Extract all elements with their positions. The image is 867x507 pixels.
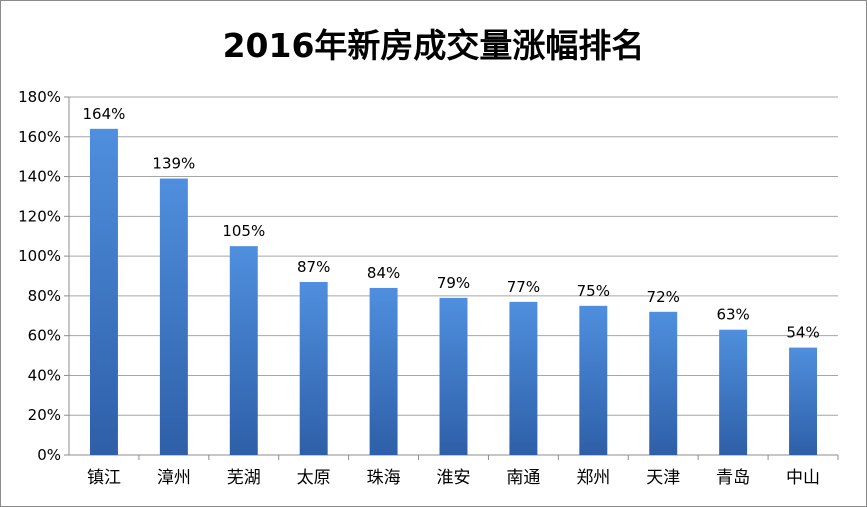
category-label: 珠海 (367, 468, 401, 488)
bar (89, 128, 118, 456)
data-label: 84% (367, 264, 400, 282)
bar (649, 311, 678, 455)
y-tick-label: 0% (37, 446, 61, 464)
category-label: 镇江 (87, 468, 121, 488)
bars (89, 128, 818, 456)
y-tick-label: 160% (18, 128, 61, 146)
data-label: 72% (647, 288, 680, 306)
bar (719, 329, 748, 455)
data-label: 139% (152, 155, 195, 173)
y-tick-label: 180% (18, 88, 61, 106)
y-tick-label: 20% (28, 406, 61, 424)
y-tick-label: 80% (28, 287, 61, 305)
bar (159, 178, 188, 456)
bar (509, 301, 538, 455)
data-label: 79% (437, 274, 470, 292)
bar (229, 246, 258, 455)
bar (299, 281, 328, 455)
y-tick-label: 40% (28, 366, 61, 384)
data-label: 54% (786, 324, 819, 342)
category-label: 漳州 (157, 468, 191, 488)
y-tick-label: 60% (28, 327, 61, 345)
data-label: 63% (716, 306, 749, 324)
bar (439, 297, 468, 455)
category-label: 天津 (646, 468, 680, 488)
category-label: 南通 (506, 468, 540, 488)
y-tick-label: 100% (18, 247, 61, 265)
chart-title: 2016年新房成交量涨幅排名 (222, 26, 645, 65)
category-label: 青岛 (716, 468, 750, 488)
category-label: 郑州 (576, 468, 610, 488)
y-tick-label: 120% (18, 207, 61, 225)
category-label: 淮安 (437, 468, 471, 488)
data-label: 87% (297, 258, 330, 276)
y-tick-label: 140% (18, 168, 61, 186)
data-label: 77% (507, 278, 540, 296)
data-label: 164% (83, 105, 126, 123)
category-label: 中山 (786, 468, 820, 488)
category-label: 芜湖 (227, 468, 261, 488)
bar (789, 347, 818, 455)
data-label: 105% (222, 222, 265, 240)
labels: 0% 20% 40% 60% 80% 100% 120% 140% 160% 180% 164% 镇江… (18, 88, 820, 488)
bar (369, 287, 398, 455)
data-label: 75% (577, 282, 610, 300)
category-label: 太原 (297, 468, 331, 488)
bar (579, 305, 608, 455)
